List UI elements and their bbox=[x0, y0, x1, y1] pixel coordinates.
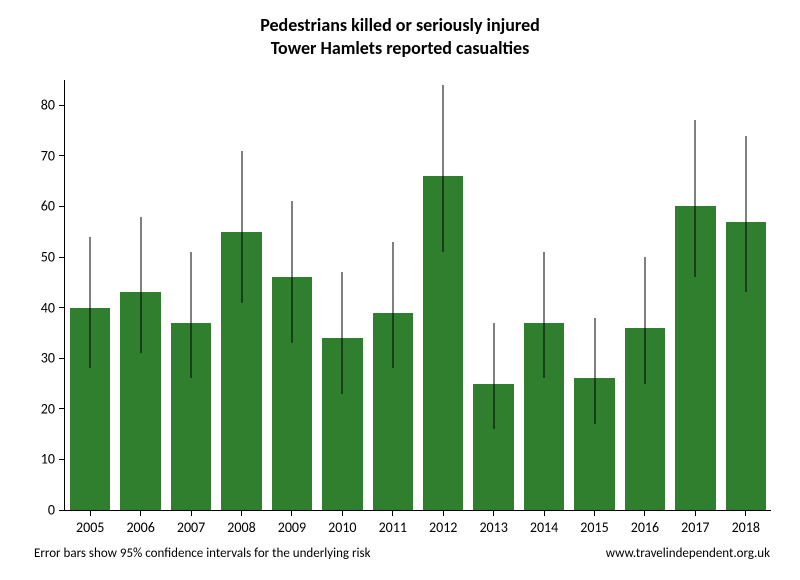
x-axis-label: 2011 bbox=[379, 519, 407, 536]
x-axis-label: 2005 bbox=[76, 519, 104, 536]
x-tick bbox=[241, 510, 242, 516]
y-tick bbox=[59, 459, 65, 460]
y-axis-label: 80 bbox=[41, 97, 55, 114]
x-axis-label: 2017 bbox=[681, 519, 709, 536]
chart-title-line1: Pedestrians killed or seriously injured bbox=[260, 14, 540, 36]
x-axis-label: 2009 bbox=[278, 519, 306, 536]
chart-container: Pedestrians killed or seriously injured … bbox=[0, 0, 800, 580]
x-axis-label: 2010 bbox=[328, 519, 356, 536]
y-axis-label: 70 bbox=[41, 147, 55, 164]
x-tick bbox=[342, 510, 343, 516]
y-tick bbox=[59, 358, 65, 359]
x-axis-label: 2006 bbox=[126, 519, 154, 536]
x-axis-label: 2013 bbox=[479, 519, 507, 536]
x-axis-label: 2018 bbox=[732, 519, 760, 536]
x-tick bbox=[140, 510, 141, 516]
error-bar bbox=[90, 237, 91, 369]
error-bar bbox=[745, 136, 746, 293]
x-axis-label: 2015 bbox=[580, 519, 608, 536]
x-tick bbox=[191, 510, 192, 516]
error-bar bbox=[392, 242, 393, 368]
error-bar bbox=[241, 151, 242, 303]
x-axis-label: 2007 bbox=[177, 519, 205, 536]
x-tick bbox=[90, 510, 91, 516]
error-bar bbox=[493, 323, 494, 429]
bars-layer bbox=[65, 80, 771, 510]
error-bar bbox=[594, 318, 595, 424]
error-bar bbox=[291, 201, 292, 343]
footer-source: www.travelindependent.org.uk bbox=[606, 546, 770, 561]
x-tick bbox=[291, 510, 292, 516]
y-tick bbox=[59, 408, 65, 409]
y-axis-label: 0 bbox=[48, 502, 55, 519]
x-tick bbox=[493, 510, 494, 516]
error-bar bbox=[342, 272, 343, 393]
x-tick bbox=[745, 510, 746, 516]
error-bar bbox=[544, 252, 545, 378]
chart-title-line2: Tower Hamlets reported casualties bbox=[271, 37, 530, 59]
error-bar bbox=[644, 257, 645, 383]
y-axis-label: 40 bbox=[41, 299, 55, 316]
footer-note: Error bars show 95% confidence intervals… bbox=[34, 546, 371, 561]
error-bar bbox=[443, 85, 444, 252]
y-tick bbox=[59, 257, 65, 258]
error-bar bbox=[695, 120, 696, 277]
y-axis-label: 30 bbox=[41, 350, 55, 367]
y-axis-label: 60 bbox=[41, 198, 55, 215]
y-tick bbox=[59, 510, 65, 511]
x-axis-label: 2012 bbox=[429, 519, 457, 536]
y-axis-label: 20 bbox=[41, 400, 55, 417]
x-axis-label: 2008 bbox=[227, 519, 255, 536]
error-bar bbox=[140, 217, 141, 354]
x-tick bbox=[443, 510, 444, 516]
y-tick bbox=[59, 307, 65, 308]
y-axis-label: 50 bbox=[41, 249, 55, 266]
y-tick bbox=[59, 206, 65, 207]
x-tick bbox=[594, 510, 595, 516]
x-tick bbox=[392, 510, 393, 516]
y-tick bbox=[59, 155, 65, 156]
y-tick bbox=[59, 105, 65, 106]
x-tick bbox=[644, 510, 645, 516]
x-axis-label: 2014 bbox=[530, 519, 558, 536]
x-tick bbox=[544, 510, 545, 516]
x-axis-label: 2016 bbox=[631, 519, 659, 536]
chart-title: Pedestrians killed or seriously injured … bbox=[0, 0, 800, 59]
error-bar bbox=[191, 252, 192, 378]
x-tick bbox=[695, 510, 696, 516]
plot-area: 0102030405060708020052006200720082009201… bbox=[64, 80, 771, 511]
y-axis-label: 10 bbox=[41, 451, 55, 468]
